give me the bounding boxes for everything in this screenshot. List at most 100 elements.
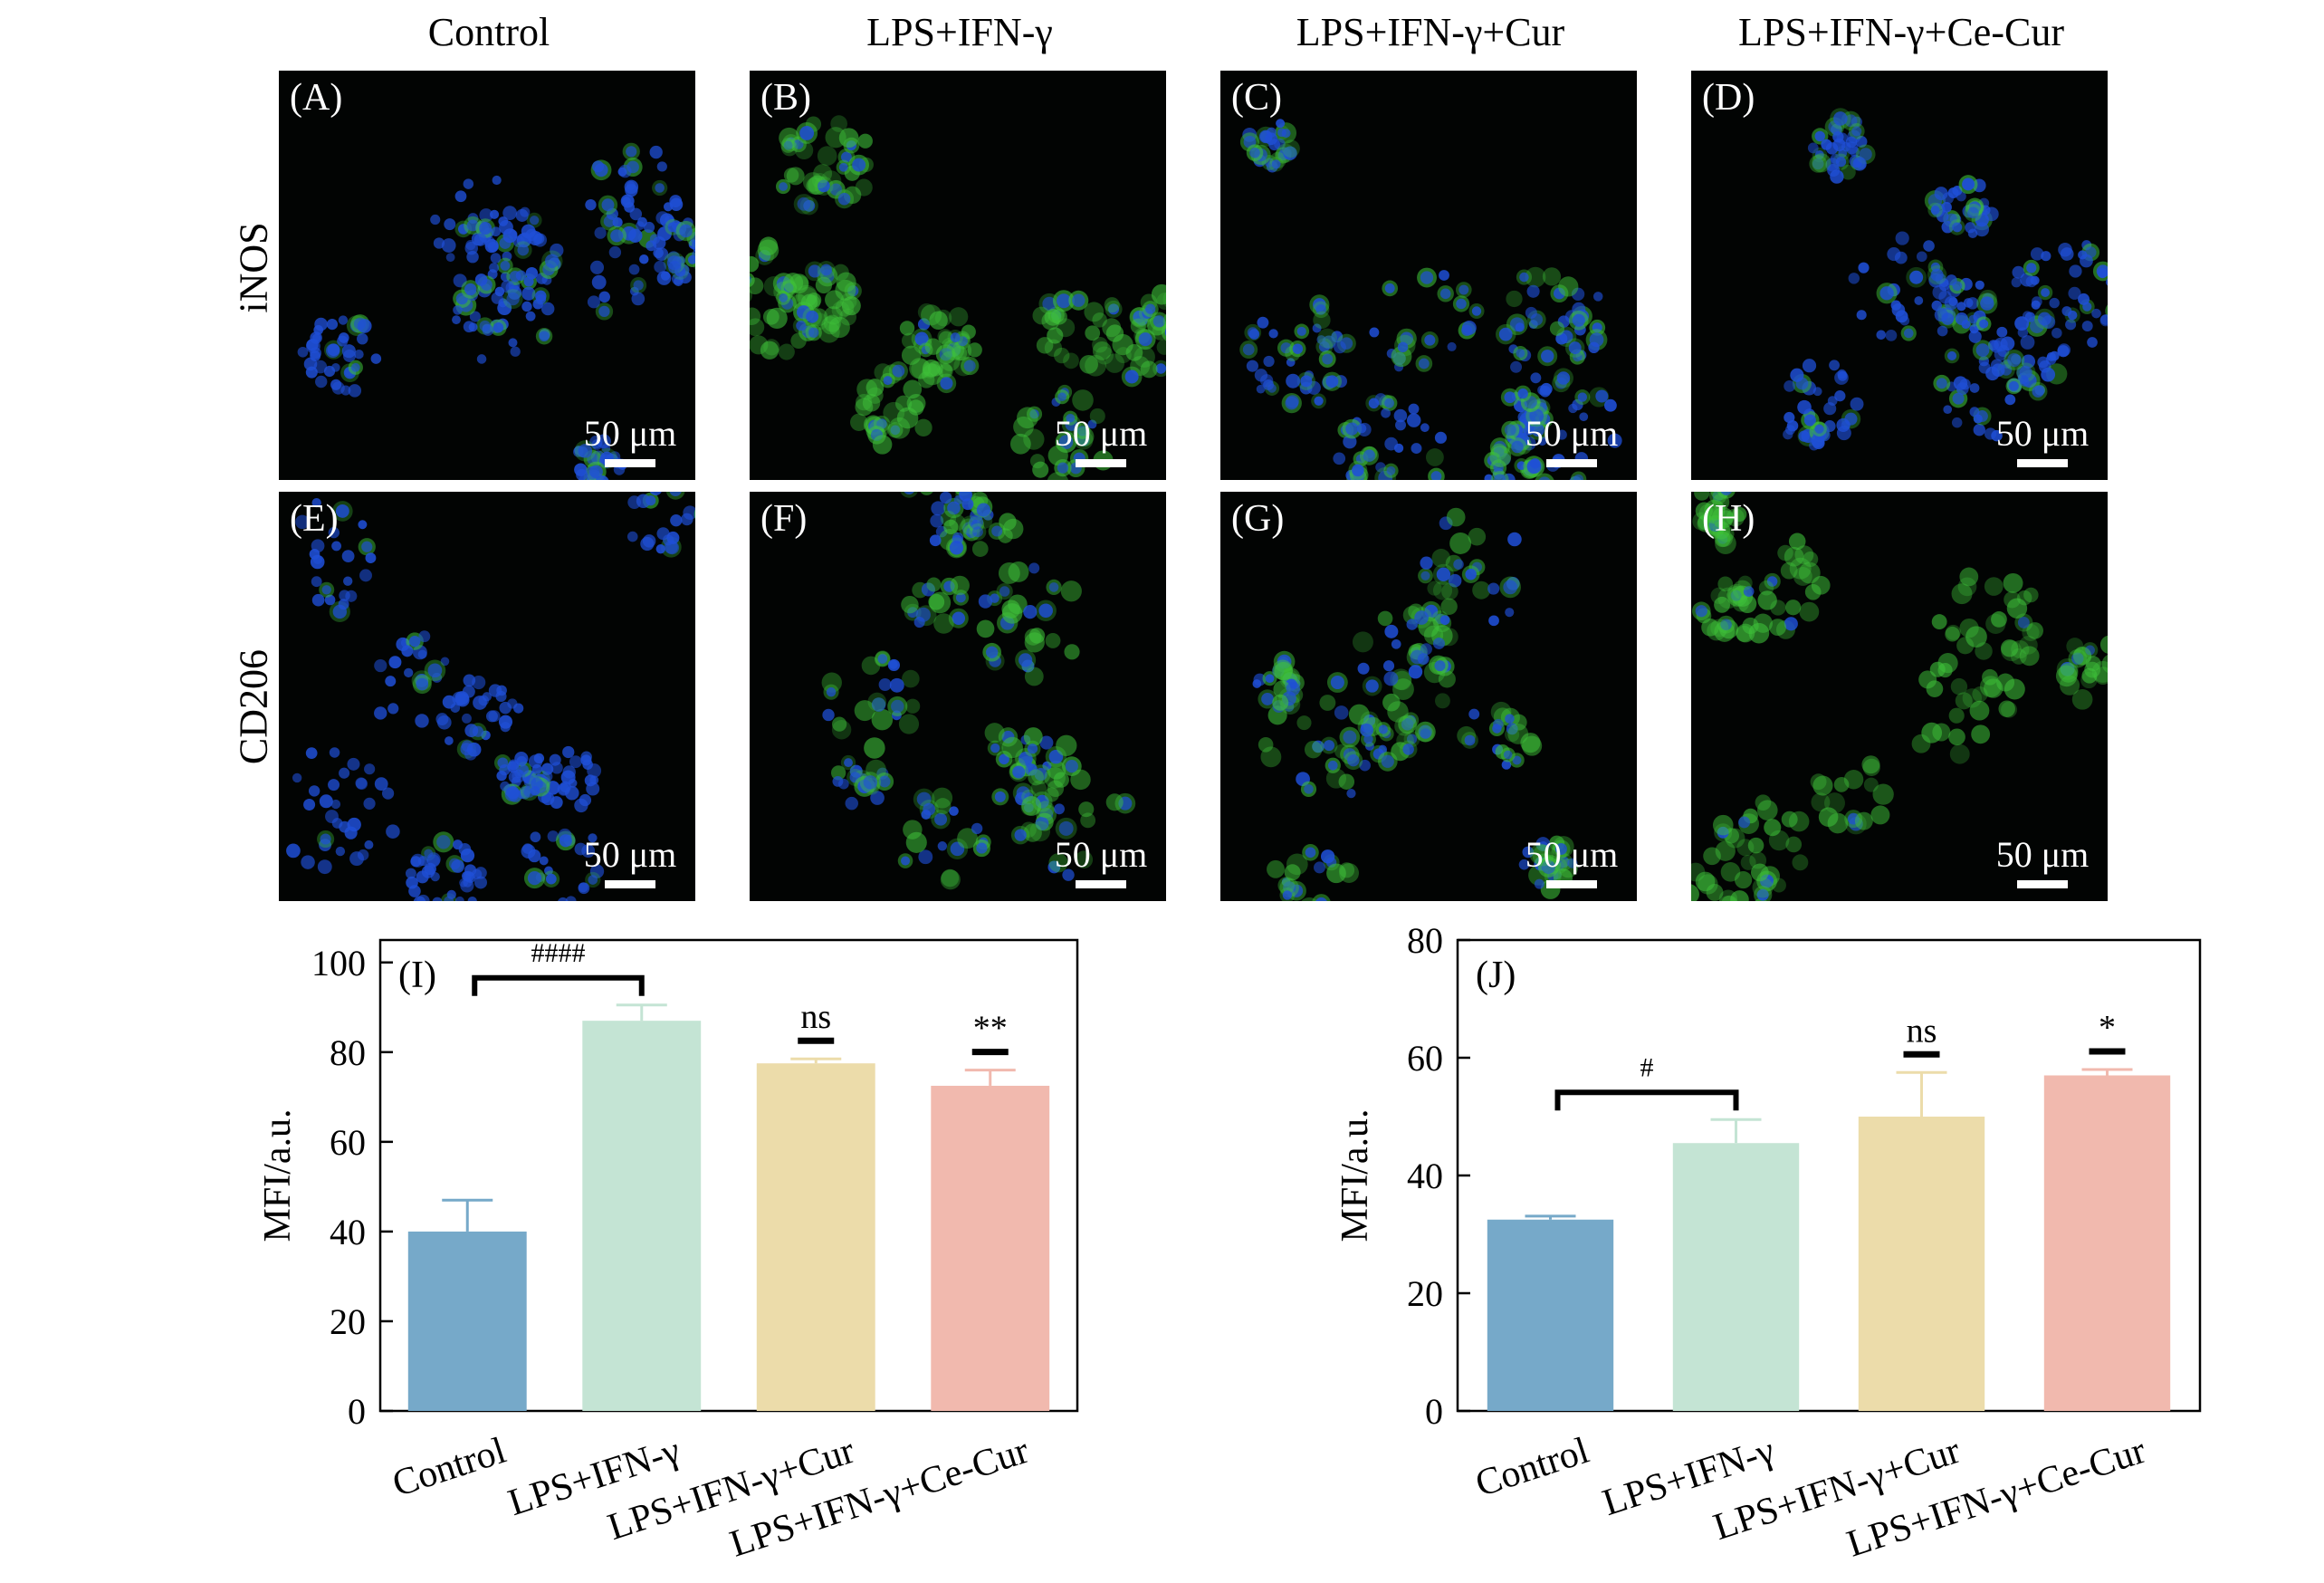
stain	[1948, 728, 1965, 746]
nucleus	[608, 245, 622, 259]
nucleus	[1797, 399, 1812, 415]
nucleus	[1434, 660, 1446, 672]
nucleus	[319, 794, 333, 809]
nucleus	[1975, 222, 1990, 237]
nucleus	[626, 180, 636, 190]
stain	[821, 672, 842, 693]
nucleus	[1263, 379, 1274, 390]
stain	[1948, 707, 1965, 724]
nucleus	[2017, 327, 2029, 338]
nucleus	[479, 208, 493, 223]
nucleus	[1327, 760, 1338, 771]
nucleus	[1855, 136, 1868, 148]
nucleus	[455, 693, 470, 707]
nucleus	[1577, 392, 1588, 402]
nucleus	[1464, 734, 1476, 746]
y-axis-label: MFI/a.u.	[257, 1109, 299, 1242]
nucleus	[578, 882, 590, 895]
stain	[1002, 518, 1024, 540]
nucleus	[2041, 367, 2056, 382]
nucleus	[1503, 750, 1513, 760]
nucleus	[1903, 328, 1914, 339]
nucleus	[1072, 293, 1085, 307]
nucleus	[2007, 352, 2022, 368]
nucleus	[401, 645, 414, 657]
significance-label: ####	[531, 938, 586, 968]
nucleus	[1525, 306, 1537, 319]
nucleus	[1406, 413, 1421, 427]
nucleus	[1936, 378, 1947, 389]
nucleus	[971, 822, 983, 835]
nucleus	[1325, 375, 1339, 389]
nucleus	[463, 674, 476, 687]
nucleus	[1369, 327, 1380, 338]
nucleus	[1557, 315, 1570, 328]
nucleus	[1914, 296, 1924, 305]
scale-bar: 50 μm	[1047, 414, 1155, 467]
bar	[407, 1231, 527, 1411]
nucleus	[978, 594, 993, 609]
nucleus	[629, 207, 643, 221]
stain	[917, 303, 935, 321]
stain	[1716, 530, 1733, 547]
stain	[1751, 863, 1769, 882]
stain	[1712, 814, 1734, 836]
nucleus	[550, 243, 564, 258]
y-tick-label: 60	[330, 1122, 366, 1163]
stain	[1017, 407, 1038, 429]
nucleus	[1895, 310, 1908, 323]
scale-bar: 50 μm	[576, 414, 684, 467]
nucleus	[525, 311, 536, 321]
nucleus	[1814, 130, 1825, 142]
nucleus	[806, 310, 819, 323]
nucleus	[1573, 351, 1583, 362]
stain	[2105, 304, 2108, 318]
nucleus	[1968, 330, 1982, 343]
nucleus	[498, 715, 513, 729]
stain	[888, 417, 911, 439]
nucleus	[999, 586, 1010, 597]
stain	[1114, 347, 1132, 364]
nucleus	[1138, 332, 1152, 347]
nucleus	[1937, 325, 1948, 337]
nucleus	[540, 302, 555, 316]
nucleus	[949, 541, 964, 555]
nucleus	[2041, 288, 2051, 298]
stain	[778, 343, 795, 360]
bar	[1672, 1143, 1800, 1411]
nucleus	[1314, 396, 1324, 406]
nucleus	[481, 730, 491, 741]
nucleus	[1515, 322, 1525, 332]
stain	[1446, 507, 1466, 527]
stain	[790, 332, 807, 350]
nucleus	[463, 321, 475, 333]
stain	[1326, 863, 1346, 884]
stain	[1392, 678, 1414, 700]
nucleus	[1851, 126, 1862, 137]
stain	[952, 341, 972, 361]
stain	[1918, 670, 1937, 689]
nucleus	[1406, 619, 1418, 630]
nucleus	[530, 831, 541, 843]
stain	[823, 314, 841, 332]
stain	[750, 318, 765, 337]
stain	[1971, 724, 1991, 744]
nucleus	[878, 775, 891, 788]
nucleus	[1505, 714, 1515, 724]
nucleus	[350, 362, 360, 372]
stain	[1714, 596, 1730, 613]
stain	[1377, 610, 1393, 627]
nucleus	[1516, 349, 1525, 358]
stain	[1151, 283, 1166, 305]
nucleus	[950, 332, 961, 343]
stain	[976, 619, 995, 638]
nucleus	[1876, 330, 1887, 341]
nucleus	[581, 844, 596, 859]
stain	[1272, 694, 1289, 711]
nucleus	[972, 526, 983, 538]
bar	[582, 1021, 702, 1411]
nucleus	[1847, 812, 1860, 825]
stain	[838, 128, 859, 149]
stain	[1387, 701, 1409, 723]
nucleus	[1568, 341, 1582, 355]
